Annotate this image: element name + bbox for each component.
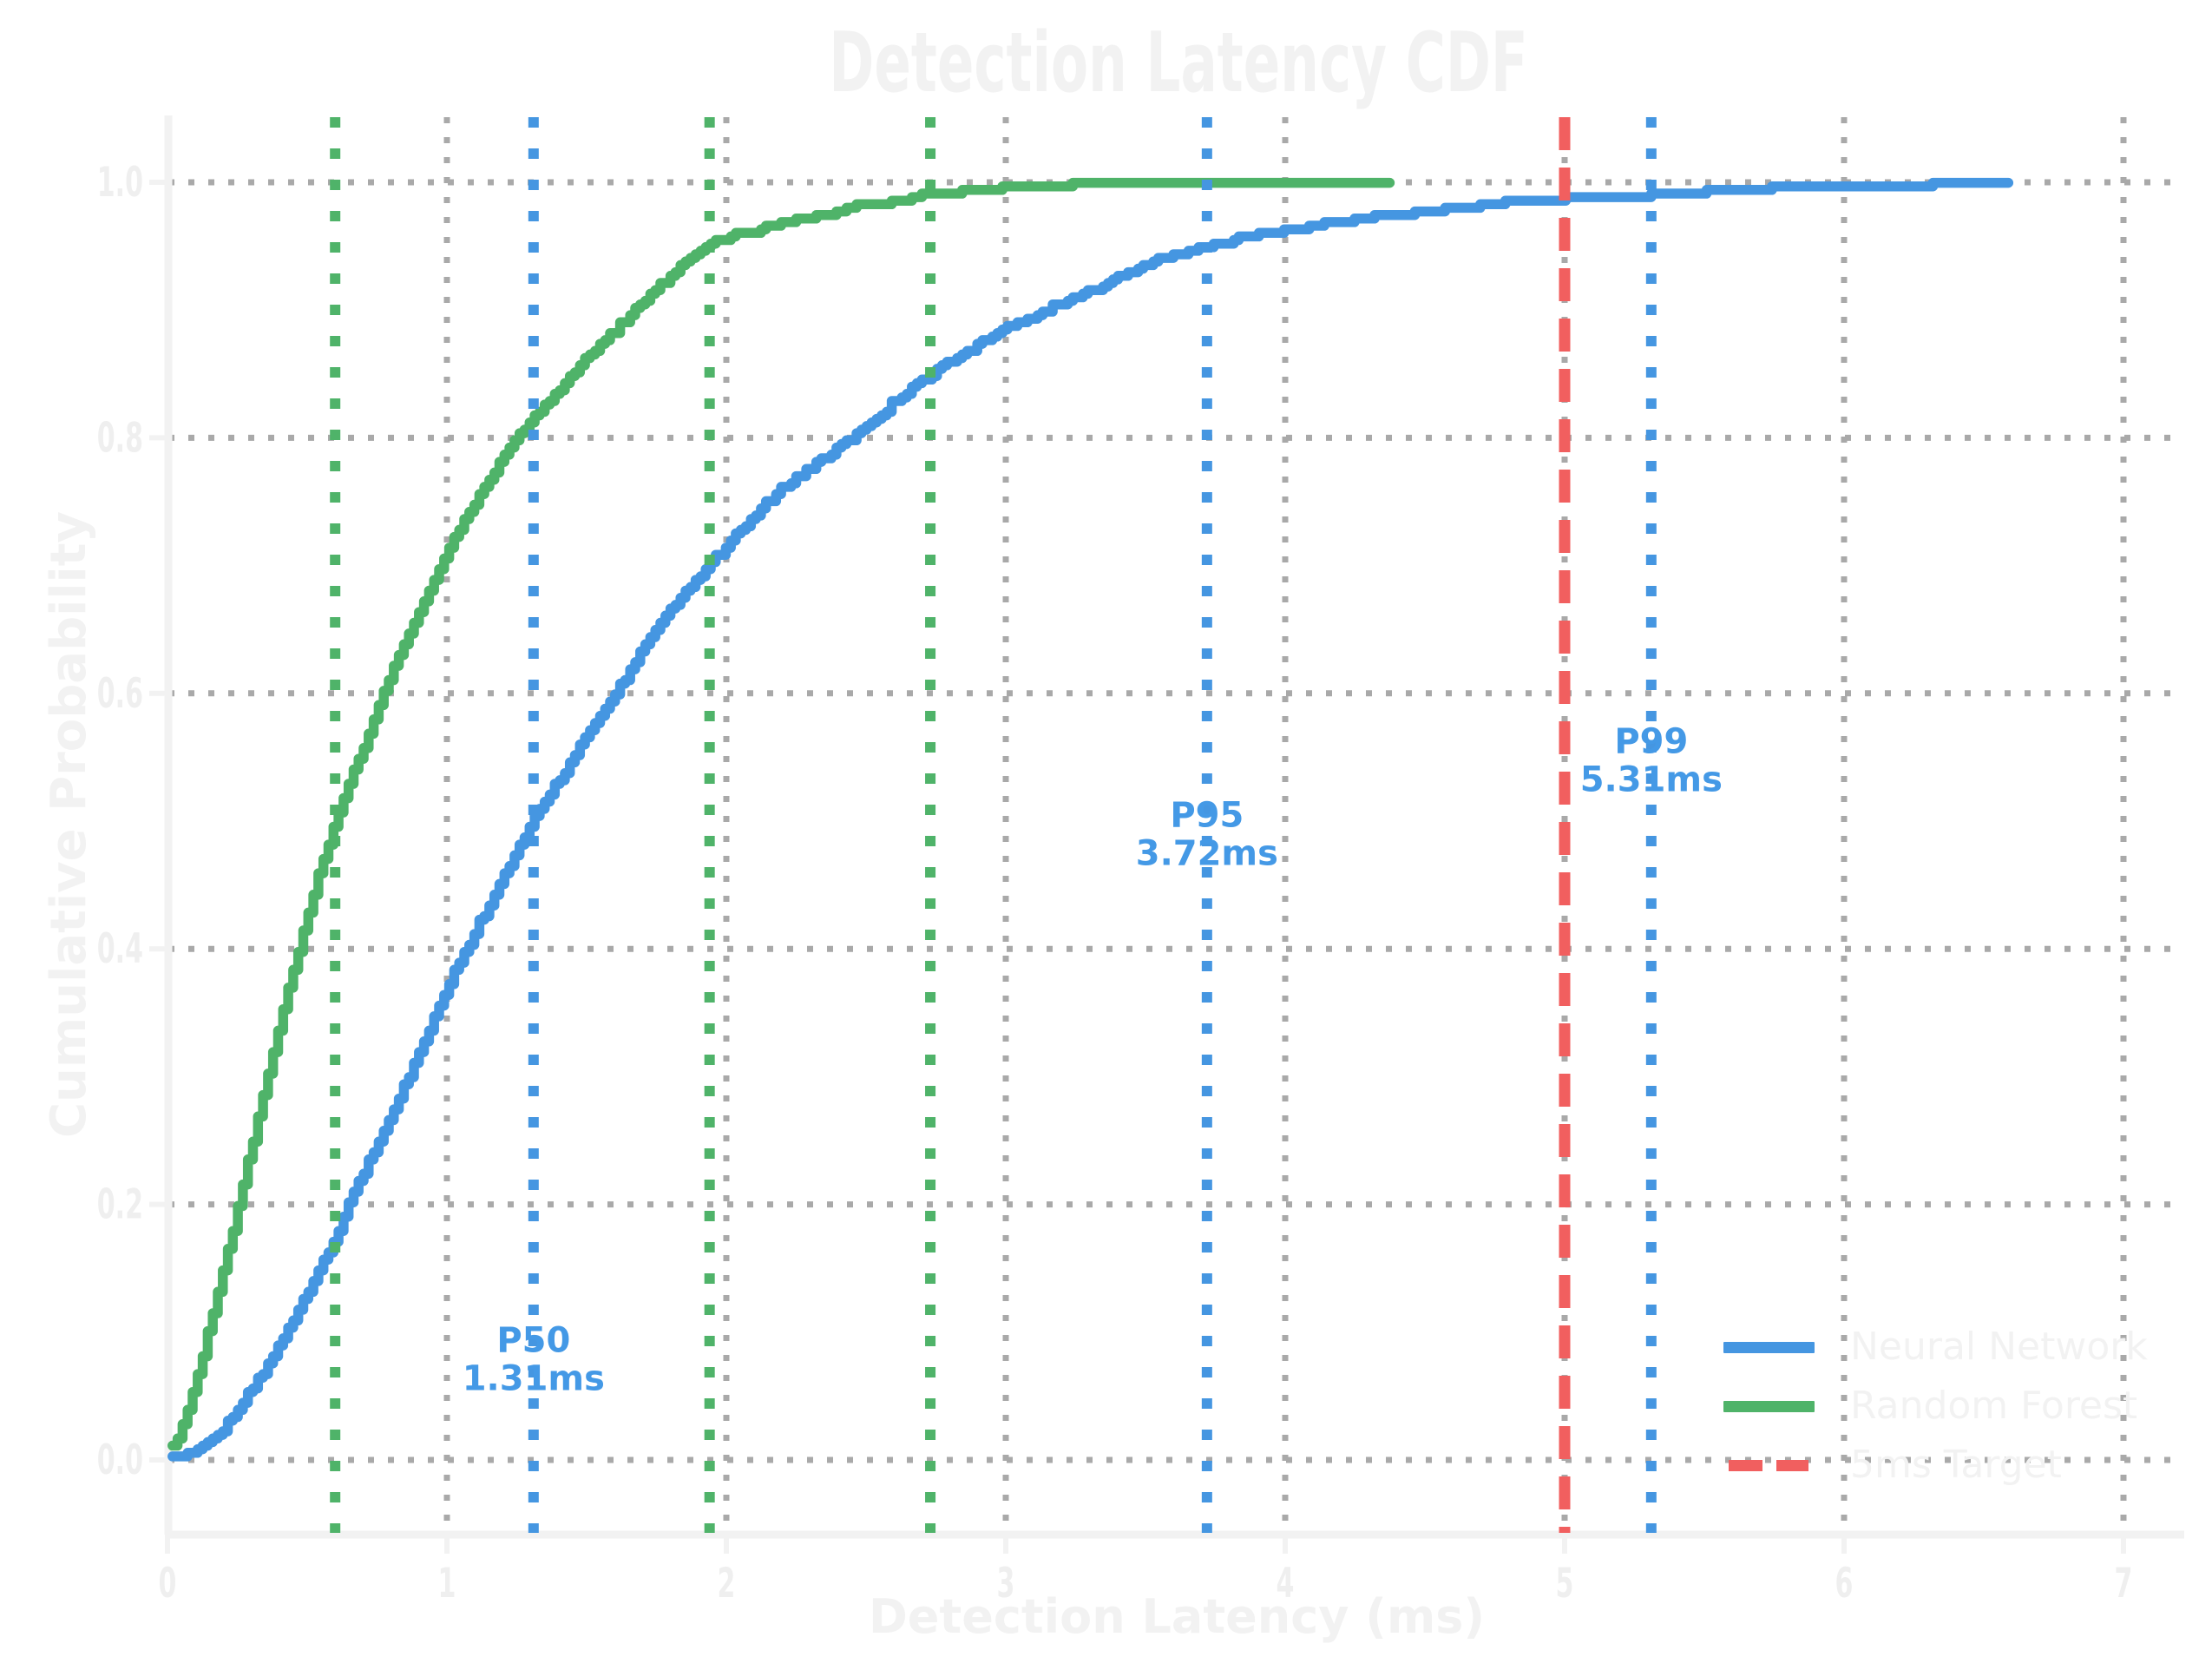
y-tick-label: 0.6 bbox=[97, 670, 143, 718]
percentile-label-p99: P99 bbox=[1614, 721, 1688, 761]
x-tick-label: 0 bbox=[159, 1560, 177, 1608]
y-tick-label: 0.4 bbox=[97, 925, 143, 973]
legend-label: Neural Network bbox=[1850, 1325, 2148, 1369]
y-tick-label: 0.8 bbox=[97, 415, 143, 463]
x-tick-label: 7 bbox=[2115, 1560, 2133, 1608]
percentile-label-p95: P95 bbox=[1170, 796, 1244, 836]
legend: Neural Network Random Forest 5ms Target bbox=[1723, 1318, 2148, 1495]
x-axis-label: Detection Latency (ms) bbox=[868, 1589, 1486, 1644]
percentile-label-p50: 1.31ms bbox=[463, 1359, 605, 1399]
target-line-swatch bbox=[1723, 1459, 1815, 1471]
percentile-label-p99: 5.31ms bbox=[1580, 759, 1723, 799]
percentile-label-p50: P50 bbox=[496, 1321, 570, 1361]
legend-item-neural-network: Neural Network bbox=[1723, 1318, 2148, 1377]
y-tick-label: 0.0 bbox=[97, 1437, 143, 1484]
neural-network-line-swatch bbox=[1723, 1341, 1815, 1353]
x-tick-label: 5 bbox=[1556, 1560, 1574, 1608]
percentile-label-p95: 3.72ms bbox=[1136, 834, 1278, 874]
x-tick-label: 6 bbox=[1835, 1560, 1854, 1608]
chart-title: Detection Latency CDF bbox=[829, 16, 1528, 111]
random-forest-line-swatch bbox=[1723, 1400, 1815, 1412]
legend-label: 5ms Target bbox=[1850, 1443, 2062, 1487]
x-tick-label: 1 bbox=[438, 1560, 456, 1608]
random-forest-cdf-curve bbox=[167, 177, 1395, 1451]
x-tick-label: 2 bbox=[718, 1560, 736, 1608]
y-axis-label: Cumulative Probability bbox=[41, 510, 97, 1139]
x-tick-label: 4 bbox=[1277, 1560, 1295, 1608]
legend-label: Random Forest bbox=[1850, 1384, 2138, 1428]
legend-item-random-forest: Random Forest bbox=[1723, 1377, 2148, 1436]
legend-item-5ms-target: 5ms Target bbox=[1723, 1436, 2148, 1495]
y-tick-label: 0.2 bbox=[97, 1181, 143, 1229]
y-tick-label: 1.0 bbox=[97, 159, 143, 207]
x-tick-label: 3 bbox=[997, 1560, 1015, 1608]
